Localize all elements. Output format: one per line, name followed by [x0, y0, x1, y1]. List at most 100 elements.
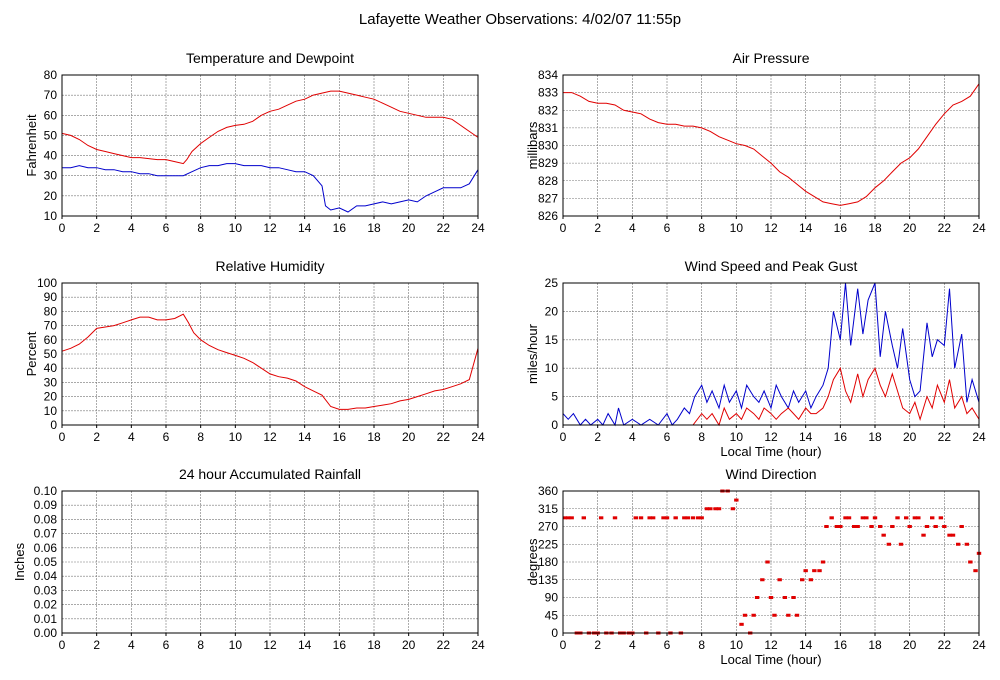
chart-title-wind: Wind Speed and Peak Gust [685, 258, 858, 274]
data-point [647, 516, 652, 520]
x-tick-label: 8 [698, 430, 705, 444]
plot-frame-humidity [61, 282, 479, 426]
data-point [959, 525, 964, 528]
y-tick-label: 100 [37, 276, 57, 290]
data-point [904, 516, 909, 520]
y-axis-label-humidity: Percent [24, 331, 39, 376]
y-tick-label: 0.01 [34, 612, 58, 626]
data-point [566, 516, 571, 520]
y-tick-label: 80 [44, 304, 58, 318]
x-tick-label: 12 [263, 221, 277, 235]
x-tick-label: 16 [333, 638, 347, 652]
y-tick-label: 828 [538, 174, 558, 188]
y-tick-label: 0.04 [34, 569, 58, 583]
data-point [699, 516, 704, 520]
plot-frame-pressure [562, 74, 980, 217]
y-tick-label: 270 [538, 520, 558, 534]
x-tick-label: 14 [799, 221, 813, 235]
data-point [777, 578, 782, 582]
y-tick-label: 830 [538, 139, 558, 153]
data-point [898, 542, 904, 546]
x-tick-label: 2 [594, 221, 601, 235]
y-tick-label: 10 [44, 209, 58, 223]
data-point [907, 525, 912, 528]
data-point [661, 516, 666, 520]
y-tick-label: 70 [44, 88, 58, 102]
x-tick-label: 20 [903, 430, 917, 444]
data-point [713, 507, 718, 511]
x-tick-label: 6 [163, 221, 170, 235]
x-tick-label: 14 [799, 638, 813, 652]
chart-title-pressure: Air Pressure [732, 50, 809, 66]
data-point [581, 516, 586, 520]
data-point [730, 507, 736, 511]
y-tick-label: 10 [545, 361, 559, 375]
y-tick-label: 0.09 [34, 498, 58, 512]
data-point [742, 613, 748, 617]
y-axis-label-rain: Inches [12, 542, 27, 581]
data-point [765, 560, 770, 564]
x-tick-label: 16 [834, 221, 848, 235]
x-tick-label: 12 [764, 221, 778, 235]
data-point [664, 516, 670, 520]
plot-frame-temp [61, 74, 479, 217]
y-tick-label: 45 [545, 608, 559, 622]
series-line-red [61, 90, 479, 165]
x-tick-label: 24 [471, 638, 485, 652]
data-point [912, 516, 918, 520]
x-tick-label: 6 [664, 430, 671, 444]
x-tick-label: 20 [402, 221, 416, 235]
data-point [791, 596, 796, 599]
y-tick-label: 831 [538, 121, 558, 135]
x-tick-label: 22 [437, 638, 451, 652]
x-tick-label: 4 [629, 638, 636, 652]
x-tick-label: 24 [471, 221, 485, 235]
data-point [864, 516, 869, 520]
x-tick-label: 10 [229, 638, 243, 652]
data-point [650, 516, 656, 520]
x-tick-label: 14 [298, 221, 312, 235]
data-point [942, 525, 947, 528]
data-point [704, 507, 710, 511]
data-point [872, 516, 878, 520]
y-tick-label: 0 [551, 418, 558, 432]
data-point [886, 542, 892, 546]
x-tick-label: 4 [629, 430, 636, 444]
x-tick-label: 18 [367, 430, 381, 444]
data-point [716, 507, 722, 511]
series-line-blue [562, 282, 980, 427]
data-point [869, 525, 874, 528]
data-point [852, 525, 857, 528]
data-point [950, 533, 956, 537]
chart-title-humidity: Relative Humidity [216, 258, 325, 274]
x-tick-label: 22 [437, 221, 451, 235]
data-point [968, 560, 973, 564]
x-tick-label: 14 [298, 638, 312, 652]
data-point [838, 525, 843, 528]
y-tick-label: 20 [44, 189, 58, 203]
data-point [682, 516, 687, 520]
data-point [685, 516, 690, 520]
y-tick-label: 40 [44, 149, 58, 163]
data-point [817, 569, 822, 573]
x-tick-label: 18 [367, 638, 381, 652]
y-axis-label-temp: Fahrenheit [24, 114, 39, 177]
data-point [598, 516, 604, 520]
data-point [673, 516, 678, 520]
y-tick-label: 225 [538, 537, 558, 551]
y-tick-label: 180 [538, 555, 558, 569]
data-point [916, 516, 921, 520]
x-tick-label: 12 [263, 430, 277, 444]
data-point [930, 516, 935, 520]
x-tick-label: 8 [698, 221, 705, 235]
data-point [803, 569, 808, 573]
x-tick-label: 20 [402, 638, 416, 652]
x-tick-label: 6 [664, 638, 671, 652]
data-point [739, 622, 744, 626]
x-tick-label: 12 [764, 638, 778, 652]
